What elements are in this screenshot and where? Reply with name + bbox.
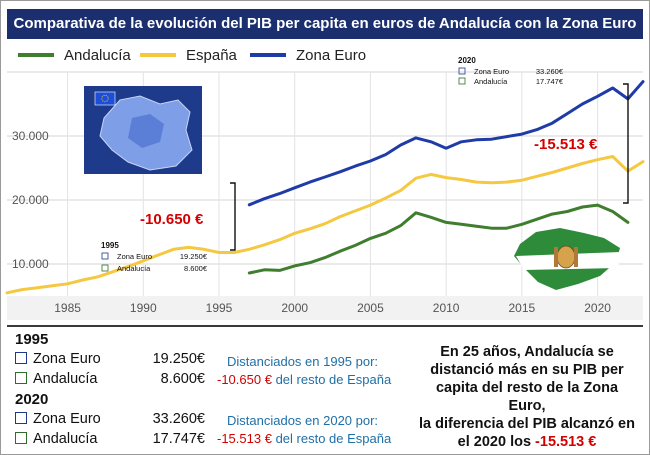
series-lines (5, 80, 645, 295)
panel-1995-ze-row: Zona Euro (15, 351, 101, 367)
panel-1995-an-value: 8.600€ (160, 371, 205, 387)
summary-line-last: el 2020 los -15.513 € (419, 433, 635, 451)
box-2020-an-value: 17.747€ (536, 77, 564, 86)
annotation-1995-box: 1995 Zona Euro 19.250€ Andalucía 8.600€ (101, 241, 208, 273)
panel-1995-an-label: Andalucía (33, 371, 98, 387)
box-1995-an-check-icon (101, 264, 109, 272)
legend-andalucia-label: Andalucía (64, 46, 131, 64)
box-2020-an-label: Andalucía (474, 77, 508, 86)
chart-area: 10.000 20.000 30.000 1985 1990 1995 2000 2005 2… (5, 56, 645, 320)
gap-2020-label: -15.513 € (534, 136, 598, 153)
x-tick-label: 2010 (433, 301, 460, 315)
legend-zona-euro: Zona Euro (250, 44, 366, 66)
summary-line: capita del resto de la Zona Euro, (435, 380, 619, 414)
note-1995-line1: Distanciados en 1995 por: (227, 354, 379, 369)
y-tick-labels: 10.000 20.000 30.000 (12, 129, 49, 271)
box-1995-an-value: 8.600€ (184, 264, 208, 273)
x-tick-label: 2015 (509, 301, 536, 315)
x-axis-band (7, 296, 643, 320)
series-line-zona-euro (247, 80, 645, 207)
andalucia-flag-map-icon (514, 228, 620, 290)
panel-2020-ze-value: 33.260€ (152, 411, 205, 427)
y-tick-label: 30.000 (12, 129, 49, 143)
note-2020-line2: -15.513 € del resto de España (217, 431, 391, 446)
box-1995-ze-value: 19.250€ (180, 252, 208, 261)
gap-bracket-1995 (230, 182, 236, 251)
box-1995-ze-check-icon (101, 252, 109, 260)
x-tick-label: 1995 (206, 301, 233, 315)
check-icon (15, 412, 27, 424)
summary-text: En 25 años, Andalucía se distanció más e… (419, 343, 635, 451)
box-2020-ze-label: Zona Euro (474, 67, 509, 76)
check-icon (15, 352, 27, 364)
legend-zona-euro-swatch (250, 53, 286, 57)
summary-last-text: el 2020 los (457, 434, 532, 450)
series-line-andaluc-a (247, 203, 630, 275)
summary-line: En 25 años, Andalucía se (440, 344, 614, 360)
panel-1995-ze-value: 19.250€ (152, 351, 205, 367)
panel-year-1995: 1995 (15, 331, 49, 348)
panel-2020-an-value: 17.747€ (152, 431, 205, 447)
x-tick-label: 1990 (130, 301, 157, 315)
x-tick-labels: 1985 1990 1995 2000 2005 2010 2015 2020 (54, 301, 611, 315)
x-tick-label: 2005 (357, 301, 384, 315)
gap-bracket-2020 (623, 83, 629, 204)
legend-espana: España (140, 44, 237, 66)
box-2020-ze-value: 33.260€ (536, 67, 564, 76)
chart-title: Comparativa de la evolución del PIB per … (7, 9, 643, 39)
legend-espana-label: España (186, 46, 237, 64)
x-tick-label: 2000 (281, 301, 308, 315)
check-icon (15, 372, 27, 384)
legend-andalucia-swatch (18, 53, 54, 57)
x-tick-label: 1985 (54, 301, 81, 315)
summary-panel: 1995 Zona Euro 19.250€ Andalucía 8.600€ … (7, 325, 643, 451)
note-2020-gap: -15.513 € (217, 431, 272, 446)
box-2020-an-check-icon (458, 77, 466, 85)
note-2020-rest: del resto de España (275, 431, 392, 446)
annotation-2020-box: 2020 Zona Euro 33.260€ Andalucía 17.747€ (458, 56, 564, 86)
x-tick-label: 2020 (584, 301, 611, 315)
summary-line: distanció más en su PIB per (430, 362, 624, 378)
panel-2020-ze-row: Zona Euro (15, 411, 101, 427)
box-2020-year: 2020 (458, 56, 476, 65)
note-1995-gap: -10.650 € (217, 372, 272, 387)
series-line-espa-a (5, 155, 645, 295)
check-icon (15, 432, 27, 444)
panel-year-2020: 2020 (15, 391, 49, 408)
y-tick-label: 10.000 (12, 257, 49, 271)
box-2020-ze-check-icon (458, 67, 466, 75)
y-tick-label: 20.000 (12, 193, 49, 207)
summary-gap: -15.513 € (535, 434, 597, 450)
note-2020-line1: Distanciados en 2020 por: (227, 413, 379, 428)
legend-espana-swatch (140, 53, 176, 57)
panel-2020-an-label: Andalucía (33, 431, 98, 447)
box-1995-ze-label: Zona Euro (117, 252, 152, 261)
box-1995-year: 1995 (101, 241, 119, 250)
summary-line: la diferencia del PIB alcanzó en (419, 416, 635, 432)
panel-2020-an-row: Andalucía (15, 431, 98, 447)
panel-1995-an-row: Andalucía (15, 371, 98, 387)
eu-map-icon (84, 86, 202, 174)
note-1995-line2: -10.650 € del resto de España (217, 372, 391, 387)
gap-1995-label: -10.650 € (140, 211, 204, 228)
panel-2020-ze-label: Zona Euro (33, 411, 101, 427)
box-1995-an-label: Andalucía (117, 264, 151, 273)
panel-1995-ze-label: Zona Euro (33, 351, 101, 367)
legend-zona-euro-label: Zona Euro (296, 46, 367, 64)
note-1995-rest: del resto de España (275, 372, 392, 387)
legend-andalucia: Andalucía (18, 44, 131, 66)
